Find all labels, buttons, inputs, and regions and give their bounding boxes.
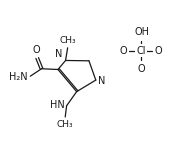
Text: OH: OH [134,27,149,37]
Text: N: N [55,49,63,59]
Text: HN: HN [50,100,65,110]
Text: N: N [98,76,105,86]
Text: Cl: Cl [136,46,146,56]
Text: O: O [154,46,162,56]
Text: O: O [33,45,40,55]
Text: O: O [137,64,145,74]
Text: CH₃: CH₃ [60,35,76,45]
Text: H₂N: H₂N [9,72,28,82]
Text: O: O [119,46,127,56]
Text: CH₃: CH₃ [57,120,74,129]
